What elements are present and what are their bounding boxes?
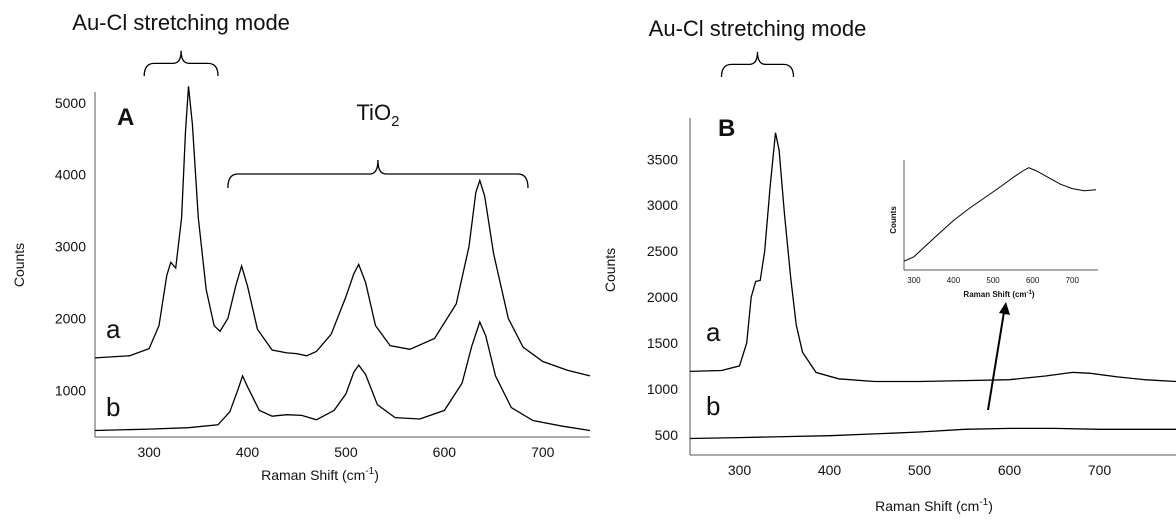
inset-x-tick-label: 400 (947, 276, 961, 285)
panel-a-trace-a-line (94, 86, 591, 377)
panel-a-trace-a-label: a (106, 314, 121, 344)
inset-x-tick-label: 300 (907, 276, 921, 285)
panel-a-label: A (117, 104, 134, 131)
panel-a-x-axis-label: Raman Shift (cm-1) (261, 466, 379, 483)
x-tick-label: 600 (998, 462, 1022, 478)
inset-x-tick-labels: 300 400 500 600 700 (907, 276, 1079, 285)
y-tick-label: 2500 (647, 243, 678, 259)
panel-a-au-cl-bracket (143, 50, 219, 77)
y-tick-label: 2000 (647, 289, 678, 305)
inset-trace-line (903, 167, 1097, 262)
panel-a-tio2-label: TiO2 (356, 100, 399, 130)
inset-x-tick-label: 700 (1066, 276, 1080, 285)
y-tick-label: 3000 (55, 239, 86, 255)
panel-b-inset-arrow-head (999, 302, 1010, 315)
x-tick-label: 300 (728, 462, 752, 478)
x-tick-label: 400 (236, 444, 260, 460)
x-tick-label: 300 (137, 444, 161, 460)
panel-b-label: B (718, 115, 735, 142)
y-tick-label: 500 (655, 427, 679, 443)
x-tick-label: 600 (433, 444, 457, 460)
inset-x-tick-label: 600 (1026, 276, 1040, 285)
panel-a-y-tick-labels: 1000 2000 3000 4000 5000 (55, 95, 86, 399)
inset-x-tick-label: 500 (986, 276, 1000, 285)
panel-a: 1000 2000 3000 4000 5000 300 400 500 600 700 Cou… (11, 10, 591, 483)
panel-b: 500 1000 1500 2000 2500 3000 3500 300 400 500 600… (602, 16, 1176, 514)
y-tick-label: 1000 (55, 382, 86, 398)
panel-a-y-axis-label: Counts (11, 243, 27, 287)
panel-b-trace-a-line (689, 132, 1176, 383)
panel-b-x-tick-labels: 300 400 500 600 700 (728, 462, 1112, 478)
panel-a-au-cl-label: Au-Cl stretching mode (72, 10, 290, 35)
panel-b-trace-b-label: b (706, 391, 720, 421)
y-tick-label: 2000 (55, 310, 86, 326)
panel-b-inset-arrow (987, 311, 1005, 411)
panel-b-trace-b-line (689, 427, 1176, 440)
panel-a-x-tick-labels: 300 400 500 600 700 (137, 444, 554, 460)
panel-b-y-axis-label: Counts (602, 248, 618, 292)
x-tick-label: 700 (531, 444, 555, 460)
panel-b-inset: 300 400 500 600 700 Counts Raman Shift (cm-1… (889, 160, 1098, 299)
inset-x-axis-label: Raman Shift (cm-1) (963, 290, 1034, 299)
x-tick-label: 500 (908, 462, 932, 478)
x-tick-label: 700 (1088, 462, 1112, 478)
x-tick-label: 400 (818, 462, 842, 478)
panel-b-x-axis-label: Raman Shift (cm-1) (875, 497, 993, 514)
y-tick-label: 3000 (647, 197, 678, 213)
y-tick-label: 1000 (647, 381, 678, 397)
x-tick-label: 500 (334, 444, 358, 460)
panel-b-au-cl-bracket (720, 51, 795, 78)
panel-b-y-tick-labels: 500 1000 1500 2000 2500 3000 3500 (647, 151, 678, 442)
y-tick-label: 3500 (647, 151, 678, 167)
panel-a-tio2-bracket (227, 159, 529, 189)
inset-y-axis-label: Counts (889, 206, 898, 234)
panel-b-trace-a-label: a (706, 317, 721, 347)
y-tick-label: 1500 (647, 335, 678, 351)
y-tick-label: 5000 (55, 95, 86, 111)
panel-a-trace-b-label: b (106, 392, 120, 422)
y-tick-label: 4000 (55, 167, 86, 183)
panel-b-au-cl-label: Au-Cl stretching mode (649, 16, 867, 41)
panel-a-trace-b-line (94, 320, 591, 432)
